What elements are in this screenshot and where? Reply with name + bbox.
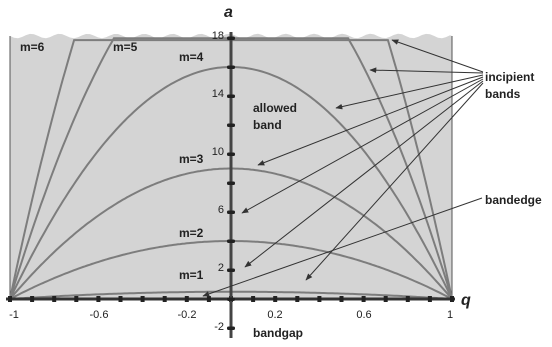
x-tick-mark	[74, 296, 79, 302]
x-axis-name: q	[461, 292, 471, 309]
y-tick-label: -2	[214, 321, 224, 333]
y-tick-mark	[227, 123, 235, 127]
y-axis-ticks	[227, 36, 235, 330]
y-tick-label: 2	[218, 262, 224, 274]
x-tick-label: -1	[9, 309, 19, 321]
incipient-bands-arrows	[241, 39, 484, 281]
bandedge-arrow	[202, 197, 483, 297]
y-tick-mark	[227, 152, 235, 156]
y-tick-mark	[227, 239, 235, 243]
bandgap-label: bandgap	[253, 326, 303, 340]
x-tick-mark	[140, 296, 145, 302]
x-tick-mark	[361, 296, 366, 302]
incipient-bands-label: bands	[485, 87, 521, 101]
curve-label-m6: m=6	[20, 40, 45, 54]
y-tick-label: 10	[212, 146, 224, 158]
x-tick-mark	[405, 296, 410, 302]
curve-label-m5: m=5	[113, 40, 138, 54]
y-tick-mark	[227, 326, 235, 330]
y-tick-mark	[227, 181, 235, 185]
x-tick-mark	[383, 296, 388, 302]
x-tick-mark	[450, 296, 454, 302]
x-tick-mark	[118, 296, 123, 302]
y-tick-mark	[227, 297, 235, 301]
x-tick-mark	[52, 296, 57, 302]
x-tick-label: 0.2	[267, 309, 282, 321]
x-tick-mark	[317, 296, 322, 302]
x-tick-mark	[427, 296, 432, 302]
x-tick-mark	[251, 296, 256, 302]
x-axis-ticks	[8, 296, 454, 302]
x-tick-mark	[339, 296, 344, 302]
y-tick-mark	[227, 94, 235, 98]
y-tick-mark	[227, 65, 235, 69]
incipient-bands-label: incipient	[485, 70, 534, 84]
y-tick-label: 14	[212, 88, 224, 100]
y-axis-name: a	[224, 4, 233, 21]
curve-label-m4: m=4	[179, 50, 204, 64]
y-tick-mark	[227, 36, 235, 40]
x-tick-mark	[8, 296, 12, 302]
x-tick-mark	[295, 296, 300, 302]
x-tick-mark	[184, 296, 189, 302]
bandedge-label: bandedge	[485, 193, 542, 207]
x-tick-mark	[273, 296, 278, 302]
x-tick-mark	[162, 296, 167, 302]
curve-label-m2: m=2	[179, 226, 204, 240]
curve-label-m3: m=3	[179, 152, 204, 166]
x-tick-mark	[96, 296, 101, 302]
x-tick-mark	[206, 296, 211, 302]
y-tick-mark	[227, 210, 235, 214]
y-tick-label: 6	[218, 204, 224, 216]
x-tick-label: 1	[447, 309, 453, 321]
curve-label-m1: m=1	[179, 268, 204, 282]
allowed-band-label: allowed	[253, 101, 297, 115]
x-tick-mark	[30, 296, 35, 302]
y-tick-mark	[227, 268, 235, 272]
y-tick-label: 18	[212, 30, 224, 42]
allowed-band-label: band	[253, 118, 282, 132]
x-tick-label: -0.2	[178, 309, 197, 321]
x-tick-label: -0.6	[90, 309, 109, 321]
x-tick-label: 0.6	[356, 309, 371, 321]
